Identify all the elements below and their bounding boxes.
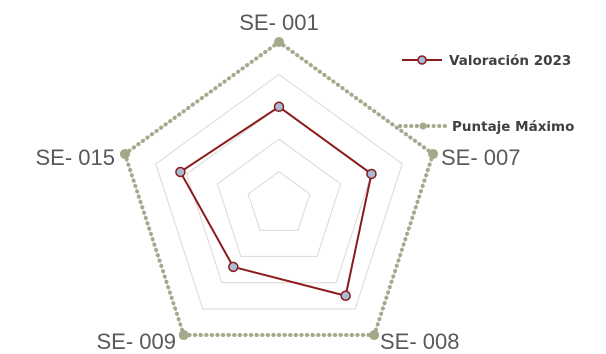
series-1-point-1 [428, 148, 439, 159]
axis-labels: SE- 001 SE- 007 SE- 008 SE- 009 SE- 015 [36, 10, 521, 354]
series-line-0 [179, 105, 373, 297]
series-1-point-2 [369, 330, 380, 341]
legend-item-valoracion[interactable]: Valoración 2023 [402, 53, 571, 69]
axis-label-4: SE- 015 [36, 145, 116, 170]
series-0-point-1 [366, 168, 377, 180]
legend: Valoración 2023 Puntaje Máximo [398, 53, 574, 135]
series-1-point-0 [274, 37, 284, 47]
grid-ring-4 [155, 73, 403, 310]
series-0-point-2 [340, 290, 351, 301]
axis-label-1: SE- 007 [441, 145, 521, 170]
legend-label-valoracion: Valoración 2023 [449, 53, 571, 69]
legend-label-puntaje: Puntaje Máximo [452, 119, 574, 135]
series-1-point-3 [178, 330, 189, 341]
legend-item-puntaje[interactable]: Puntaje Máximo [398, 119, 574, 135]
grid-ring-2 [216, 138, 342, 257]
series-0-point-3 [228, 261, 239, 273]
radar-series [119, 37, 439, 341]
legend-marker-puntaje [419, 122, 427, 130]
axis-label-3: SE- 009 [97, 329, 177, 354]
series-1-point-4 [119, 148, 130, 159]
grid-ring-1 [247, 170, 311, 231]
series-line-1 [122, 39, 436, 338]
axis-label-0: SE- 001 [239, 10, 319, 35]
series-0-point-4 [175, 166, 186, 178]
axis-label-2: SE- 008 [380, 329, 460, 354]
series-0-point-0 [273, 101, 285, 113]
legend-marker-valoracion [417, 55, 427, 65]
